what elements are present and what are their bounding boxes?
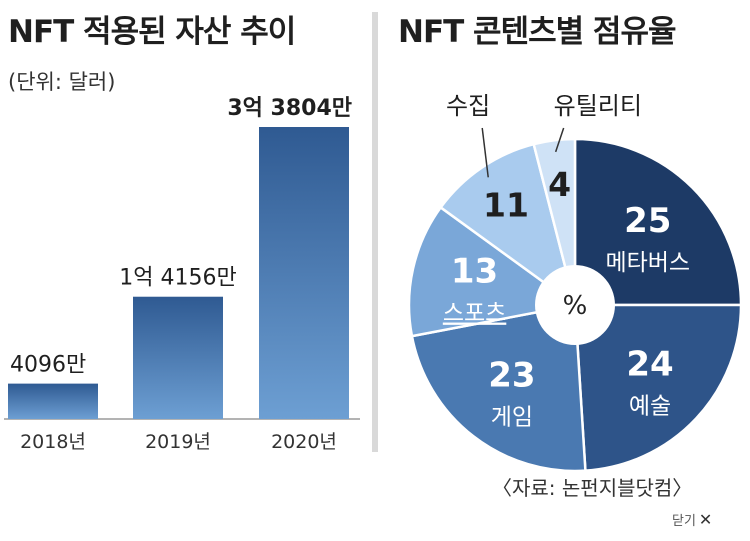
unit-label: (단위: 달러): [8, 70, 116, 94]
pie-value-label: 25: [624, 201, 671, 241]
bar-value-label: 1억 4156만: [119, 266, 236, 291]
pie-leader-line: [554, 127, 565, 153]
pie-value-label: 23: [488, 355, 535, 395]
bar-value-label: 4096만: [10, 353, 86, 378]
pie-slice: [532, 137, 577, 306]
x-tick-label: 2019년: [145, 431, 211, 453]
panel-divider: [372, 12, 378, 452]
pie-value-label: 13: [451, 252, 498, 292]
pie-category-label: 예술: [629, 393, 671, 419]
x-tick-label: 2020년: [271, 431, 337, 453]
pie-category-label: 게임: [491, 404, 533, 430]
x-tick-label: 2018년: [20, 431, 86, 453]
pie-center-hole: [535, 265, 615, 345]
bar-value-label: 3억 3804만: [227, 96, 352, 121]
pie-value-label: 24: [626, 344, 673, 384]
bar: [8, 383, 98, 419]
close-label: 닫기: [672, 514, 696, 529]
pie-center-label: %: [563, 291, 588, 321]
pie-chart: 25 메타버스 24 예술 23 게임 13 스포츠 11 수집 4 유틸리티%: [407, 92, 743, 473]
pie-category-label: 스포츠: [443, 301, 506, 327]
pie-slice: [573, 303, 743, 472]
bar: [259, 127, 349, 419]
pie-slice: [573, 137, 743, 307]
bar-chart-title: NFT 적용된 자산 추이: [8, 14, 296, 50]
pie-slice: [410, 303, 587, 473]
pie-category-label: 유틸리티: [554, 92, 642, 120]
bar: [133, 296, 223, 419]
bar-chart: 4096만 2018년 1억 4156만 2019년 3억 3804만 2020년: [4, 96, 360, 453]
pie-slice: [438, 142, 578, 309]
pie-value-label: 11: [483, 185, 529, 224]
pie-category-label: 메타버스: [605, 250, 690, 276]
pie-chart-title: NFT 콘텐츠별 점유율: [398, 14, 676, 50]
source-note: 〈자료: 논펀지블닷컴〉: [492, 476, 693, 500]
pie-leader-line: [481, 127, 489, 178]
close-x-icon: ✕: [698, 510, 713, 529]
pie-category-label: 수집: [446, 92, 490, 120]
pie-slice: [407, 205, 579, 338]
pie-value-label: 4: [548, 165, 571, 204]
close-button[interactable]: 닫기 ✕: [672, 510, 712, 529]
